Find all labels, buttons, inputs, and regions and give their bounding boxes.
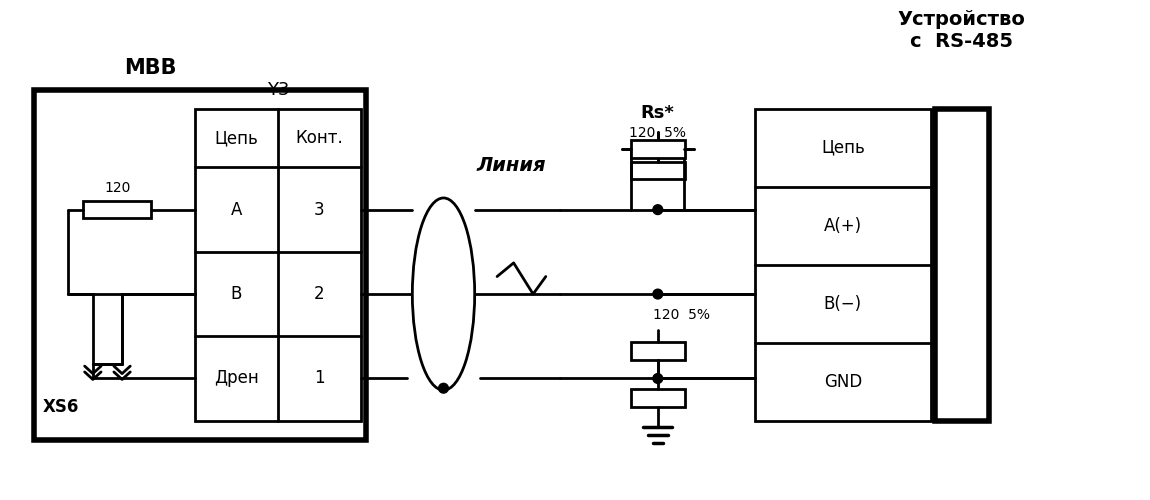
Text: Дрен: Дрен <box>214 370 259 388</box>
Circle shape <box>653 374 662 384</box>
Text: А: А <box>231 200 243 218</box>
Text: Линия: Линия <box>477 156 546 176</box>
Bar <box>631 162 684 180</box>
Text: В: В <box>231 285 243 303</box>
Text: XS6: XS6 <box>43 398 78 416</box>
Text: МВВ: МВВ <box>124 58 177 78</box>
Circle shape <box>653 205 662 214</box>
Bar <box>935 109 989 420</box>
Text: 120: 120 <box>104 181 130 195</box>
Ellipse shape <box>413 198 475 390</box>
Bar <box>631 140 684 158</box>
Text: Rs*: Rs* <box>641 104 675 122</box>
Text: Конт.: Конт. <box>296 129 343 147</box>
Text: 1: 1 <box>314 370 324 388</box>
Text: 3: 3 <box>314 200 324 218</box>
Bar <box>631 389 684 406</box>
Bar <box>756 109 930 420</box>
Text: Цепь: Цепь <box>215 129 259 147</box>
Text: Цепь: Цепь <box>821 139 865 157</box>
Text: А(+): А(+) <box>823 217 861 235</box>
Text: GND: GND <box>823 372 862 390</box>
Circle shape <box>653 289 662 299</box>
Bar <box>34 90 366 440</box>
Text: 2: 2 <box>314 285 324 303</box>
Text: Устройство
с  RS-485: Устройство с RS-485 <box>898 10 1026 50</box>
Text: 120  5%: 120 5% <box>629 126 687 140</box>
Text: 120  5%: 120 5% <box>653 308 710 322</box>
Circle shape <box>438 384 449 393</box>
Text: Y3: Y3 <box>267 82 289 100</box>
Bar <box>83 201 152 218</box>
Bar <box>196 109 361 420</box>
Text: В(−): В(−) <box>823 295 861 313</box>
Bar <box>631 342 684 360</box>
